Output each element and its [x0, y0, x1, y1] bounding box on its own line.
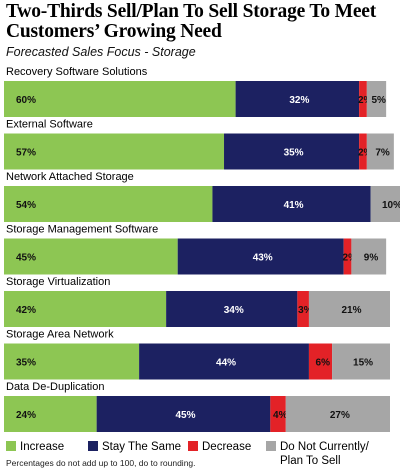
legend-swatch-stay: [88, 441, 98, 451]
category-label: Network Attached Storage: [6, 171, 134, 183]
bar-segment-stay: [224, 133, 360, 170]
bar-segment-decrease: [270, 396, 286, 432]
category-label: Storage Virtualization: [6, 276, 110, 288]
chart-title: Two-Thirds Sell/Plan To Sell Storage To …: [6, 1, 377, 42]
legend-swatch-increase: [6, 441, 16, 451]
legend-label-not-selling-1: Do Not Currently/: [280, 441, 369, 453]
value-label-not-selling: 27%: [330, 410, 350, 421]
bar-segment-decrease: [308, 343, 333, 380]
bar-segment-stay: [139, 343, 309, 380]
bar-segment-decrease: [359, 81, 367, 117]
value-label-stay: 43%: [253, 253, 273, 264]
value-label-decrease: 2%: [343, 253, 358, 264]
bar-segment-increase: [4, 343, 140, 380]
value-label-not-selling: 21%: [341, 305, 361, 316]
value-label-increase: 45%: [16, 253, 36, 264]
value-label-increase: 60%: [16, 95, 36, 106]
bar-segment-not-selling: [370, 186, 400, 222]
category-label: Storage Area Network: [6, 329, 114, 341]
bar-segment-stay: [166, 291, 298, 327]
bar-segment-not-selling: [332, 343, 390, 380]
category-label: Recovery Software Solutions: [6, 66, 148, 78]
value-label-increase: 24%: [16, 410, 36, 421]
legend-item-not-selling: Do Not Currently/: [266, 441, 369, 453]
value-label-increase: 54%: [16, 200, 36, 211]
bar-segment-increase: [4, 186, 213, 222]
value-label-not-selling: 5%: [371, 95, 386, 106]
bar-segment-stay: [96, 396, 271, 432]
value-label-decrease: 3%: [298, 305, 313, 316]
legend-item-stay: Stay The Same: [88, 441, 181, 453]
bar-segment-stay: [235, 81, 360, 117]
footnote: Percentages do not add up to 100, do to …: [6, 458, 196, 468]
category-label: External Software: [6, 119, 93, 131]
bar-segment-increase: [4, 238, 178, 275]
bar-segment-increase: [4, 81, 236, 117]
bar-segment-not-selling: [351, 238, 387, 275]
value-label-stay: 32%: [289, 95, 309, 106]
bar-segment-not-selling: [366, 81, 387, 117]
value-label-stay: 45%: [175, 410, 195, 421]
bar-segment-increase: [4, 133, 225, 170]
value-label-stay: 41%: [284, 200, 304, 211]
bar-segment-not-selling: [285, 396, 390, 432]
legend-label-increase: Increase: [20, 441, 65, 453]
value-label-not-selling: 7%: [375, 148, 390, 159]
value-label-not-selling: 10%: [382, 200, 400, 211]
legend-swatch-decrease: [188, 441, 198, 451]
legend-label-decrease: Decrease: [202, 441, 252, 453]
category-label: Storage Management Software: [6, 224, 158, 236]
value-label-not-selling: 9%: [364, 253, 379, 264]
value-label-decrease: 2%: [358, 95, 373, 106]
legend-item-decrease: Decrease: [188, 441, 251, 453]
bar-segment-stay: [212, 186, 371, 222]
bar-segment-increase: [4, 291, 167, 327]
bar-segment-not-selling: [366, 133, 394, 170]
category-label: Data De-Duplication: [6, 381, 104, 393]
value-label-stay: 35%: [284, 148, 304, 159]
bar-segment-stay: [177, 238, 344, 275]
chart-subtitle: Forecasted Sales Focus - Storage: [6, 45, 196, 59]
value-label-decrease: 2%: [358, 148, 373, 159]
bar-segment-decrease: [359, 133, 367, 170]
value-label-decrease: 4%: [273, 410, 288, 421]
value-label-stay: 44%: [216, 358, 236, 369]
legend-swatch-not-selling: [266, 441, 276, 451]
legend-item-increase: Increase: [6, 441, 64, 453]
bar-segment-not-selling: [308, 291, 390, 327]
value-label-increase: 35%: [16, 358, 36, 369]
bar-segment-increase: [4, 396, 97, 432]
value-label-increase: 42%: [16, 305, 36, 316]
value-label-stay: 34%: [224, 305, 244, 316]
value-label-decrease: 6%: [316, 358, 331, 369]
value-label-increase: 57%: [16, 148, 36, 159]
bar-segment-decrease: [297, 291, 309, 327]
legend-label-not-selling-2: Plan To Sell: [280, 455, 341, 467]
bar-segment-decrease: [343, 238, 352, 275]
legend: Increase Stay The Same Decrease Do Not C…: [6, 441, 398, 469]
legend-label-stay: Stay The Same: [102, 441, 182, 453]
value-label-not-selling: 15%: [353, 358, 373, 369]
